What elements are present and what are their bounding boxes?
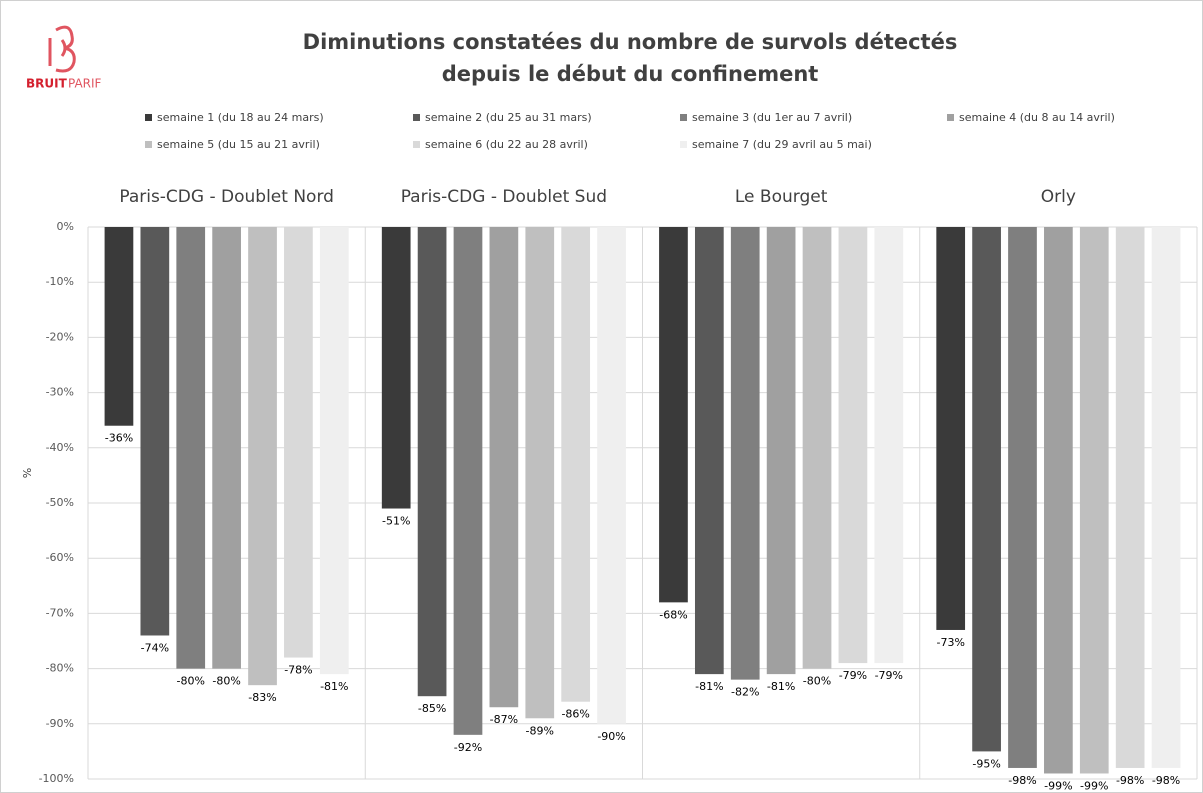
chart-title: depuis le début du confinement (442, 62, 819, 86)
legend-swatch (413, 141, 420, 148)
logo-text-light: PARIF (68, 77, 102, 91)
legend-label: semaine 7 (du 29 avril au 5 mai) (692, 138, 872, 151)
bar (1115, 227, 1145, 768)
bar (176, 227, 206, 669)
bar (874, 227, 904, 664)
y-tick-label: -40% (46, 441, 74, 454)
data-label: -81% (767, 680, 795, 693)
data-label: -73% (936, 636, 964, 649)
bar (730, 227, 760, 680)
legend-swatch (680, 114, 687, 121)
bar (1151, 227, 1181, 768)
bar (972, 227, 1001, 752)
y-tick-label: -70% (46, 606, 74, 619)
bar (140, 227, 170, 636)
data-label: -86% (561, 708, 589, 721)
bar (284, 227, 313, 658)
data-label: -87% (490, 713, 518, 726)
bar (936, 227, 966, 630)
data-label: -79% (875, 669, 903, 682)
bar (417, 227, 447, 697)
legend-swatch (145, 141, 152, 148)
legend-label: semaine 2 (du 25 au 31 mars) (425, 111, 592, 124)
bar (561, 227, 591, 702)
data-label: -81% (695, 680, 723, 693)
logo-icon (48, 25, 76, 73)
bar (489, 227, 519, 708)
data-label: -98% (1116, 774, 1144, 787)
bar (802, 227, 832, 669)
y-axis-label: % (21, 468, 34, 478)
data-label: -89% (526, 724, 554, 737)
legend-label: semaine 6 (du 22 au 28 avril) (425, 138, 588, 151)
legend-swatch (413, 114, 420, 121)
bar (766, 227, 796, 675)
data-label: -74% (141, 641, 169, 654)
legend-label: semaine 1 (du 18 au 24 mars) (157, 111, 324, 124)
bar (597, 227, 626, 724)
y-tick-label: -30% (46, 386, 74, 399)
bar (659, 227, 688, 603)
y-tick-label: -10% (46, 275, 74, 288)
category-label: Le Bourget (735, 187, 828, 207)
bar (838, 227, 868, 664)
bar (381, 227, 411, 509)
data-label: -92% (454, 741, 482, 754)
data-label: -36% (105, 432, 133, 445)
data-label: -80% (212, 675, 240, 688)
data-label: -98% (1152, 774, 1180, 787)
data-label: -95% (972, 757, 1000, 770)
data-label: -83% (248, 691, 276, 704)
data-label: -98% (1008, 774, 1036, 787)
logo-text-bold: BRUIT (26, 77, 68, 91)
data-label: -68% (659, 608, 687, 621)
bar (248, 227, 277, 686)
y-tick-label: -90% (46, 717, 74, 730)
data-label: -80% (177, 675, 205, 688)
y-tick-label: -80% (46, 662, 74, 675)
data-label: -79% (839, 669, 867, 682)
category-label: Paris-CDG - Doublet Sud (401, 187, 607, 207)
bar (1008, 227, 1037, 768)
bar (212, 227, 241, 669)
chart-title: Diminutions constatées du nombre de surv… (303, 30, 958, 54)
data-label: -82% (731, 686, 759, 699)
legend-label: semaine 4 (du 8 au 14 avril) (959, 111, 1115, 124)
data-label: -80% (803, 675, 831, 688)
y-tick-label: 0% (57, 220, 74, 233)
y-tick-label: -100% (39, 772, 74, 785)
bar (1044, 227, 1073, 774)
data-label: -51% (382, 515, 410, 528)
data-label: -78% (284, 664, 312, 677)
logo: BRUIT PARIF (26, 25, 102, 91)
data-label: -99% (1044, 779, 1072, 792)
data-label: -90% (597, 730, 625, 743)
data-label: -99% (1080, 779, 1108, 792)
category-label: Paris-CDG - Doublet Nord (119, 187, 334, 207)
legend-label: semaine 3 (du 1er au 7 avril) (692, 111, 852, 124)
category-label: Orly (1041, 187, 1076, 207)
data-label: -85% (418, 702, 446, 715)
bar (319, 227, 349, 675)
data-label: -81% (320, 680, 348, 693)
y-tick-label: -60% (46, 551, 74, 564)
bar (104, 227, 134, 426)
bar (453, 227, 483, 735)
legend-swatch (947, 114, 954, 121)
bar (1079, 227, 1109, 774)
legend-label: semaine 5 (du 15 au 21 avril) (157, 138, 320, 151)
legend-swatch (145, 114, 152, 121)
legend-swatch (680, 141, 687, 148)
y-tick-label: -50% (46, 496, 74, 509)
bar (694, 227, 724, 675)
y-tick-label: -20% (46, 330, 74, 343)
bar (525, 227, 555, 719)
